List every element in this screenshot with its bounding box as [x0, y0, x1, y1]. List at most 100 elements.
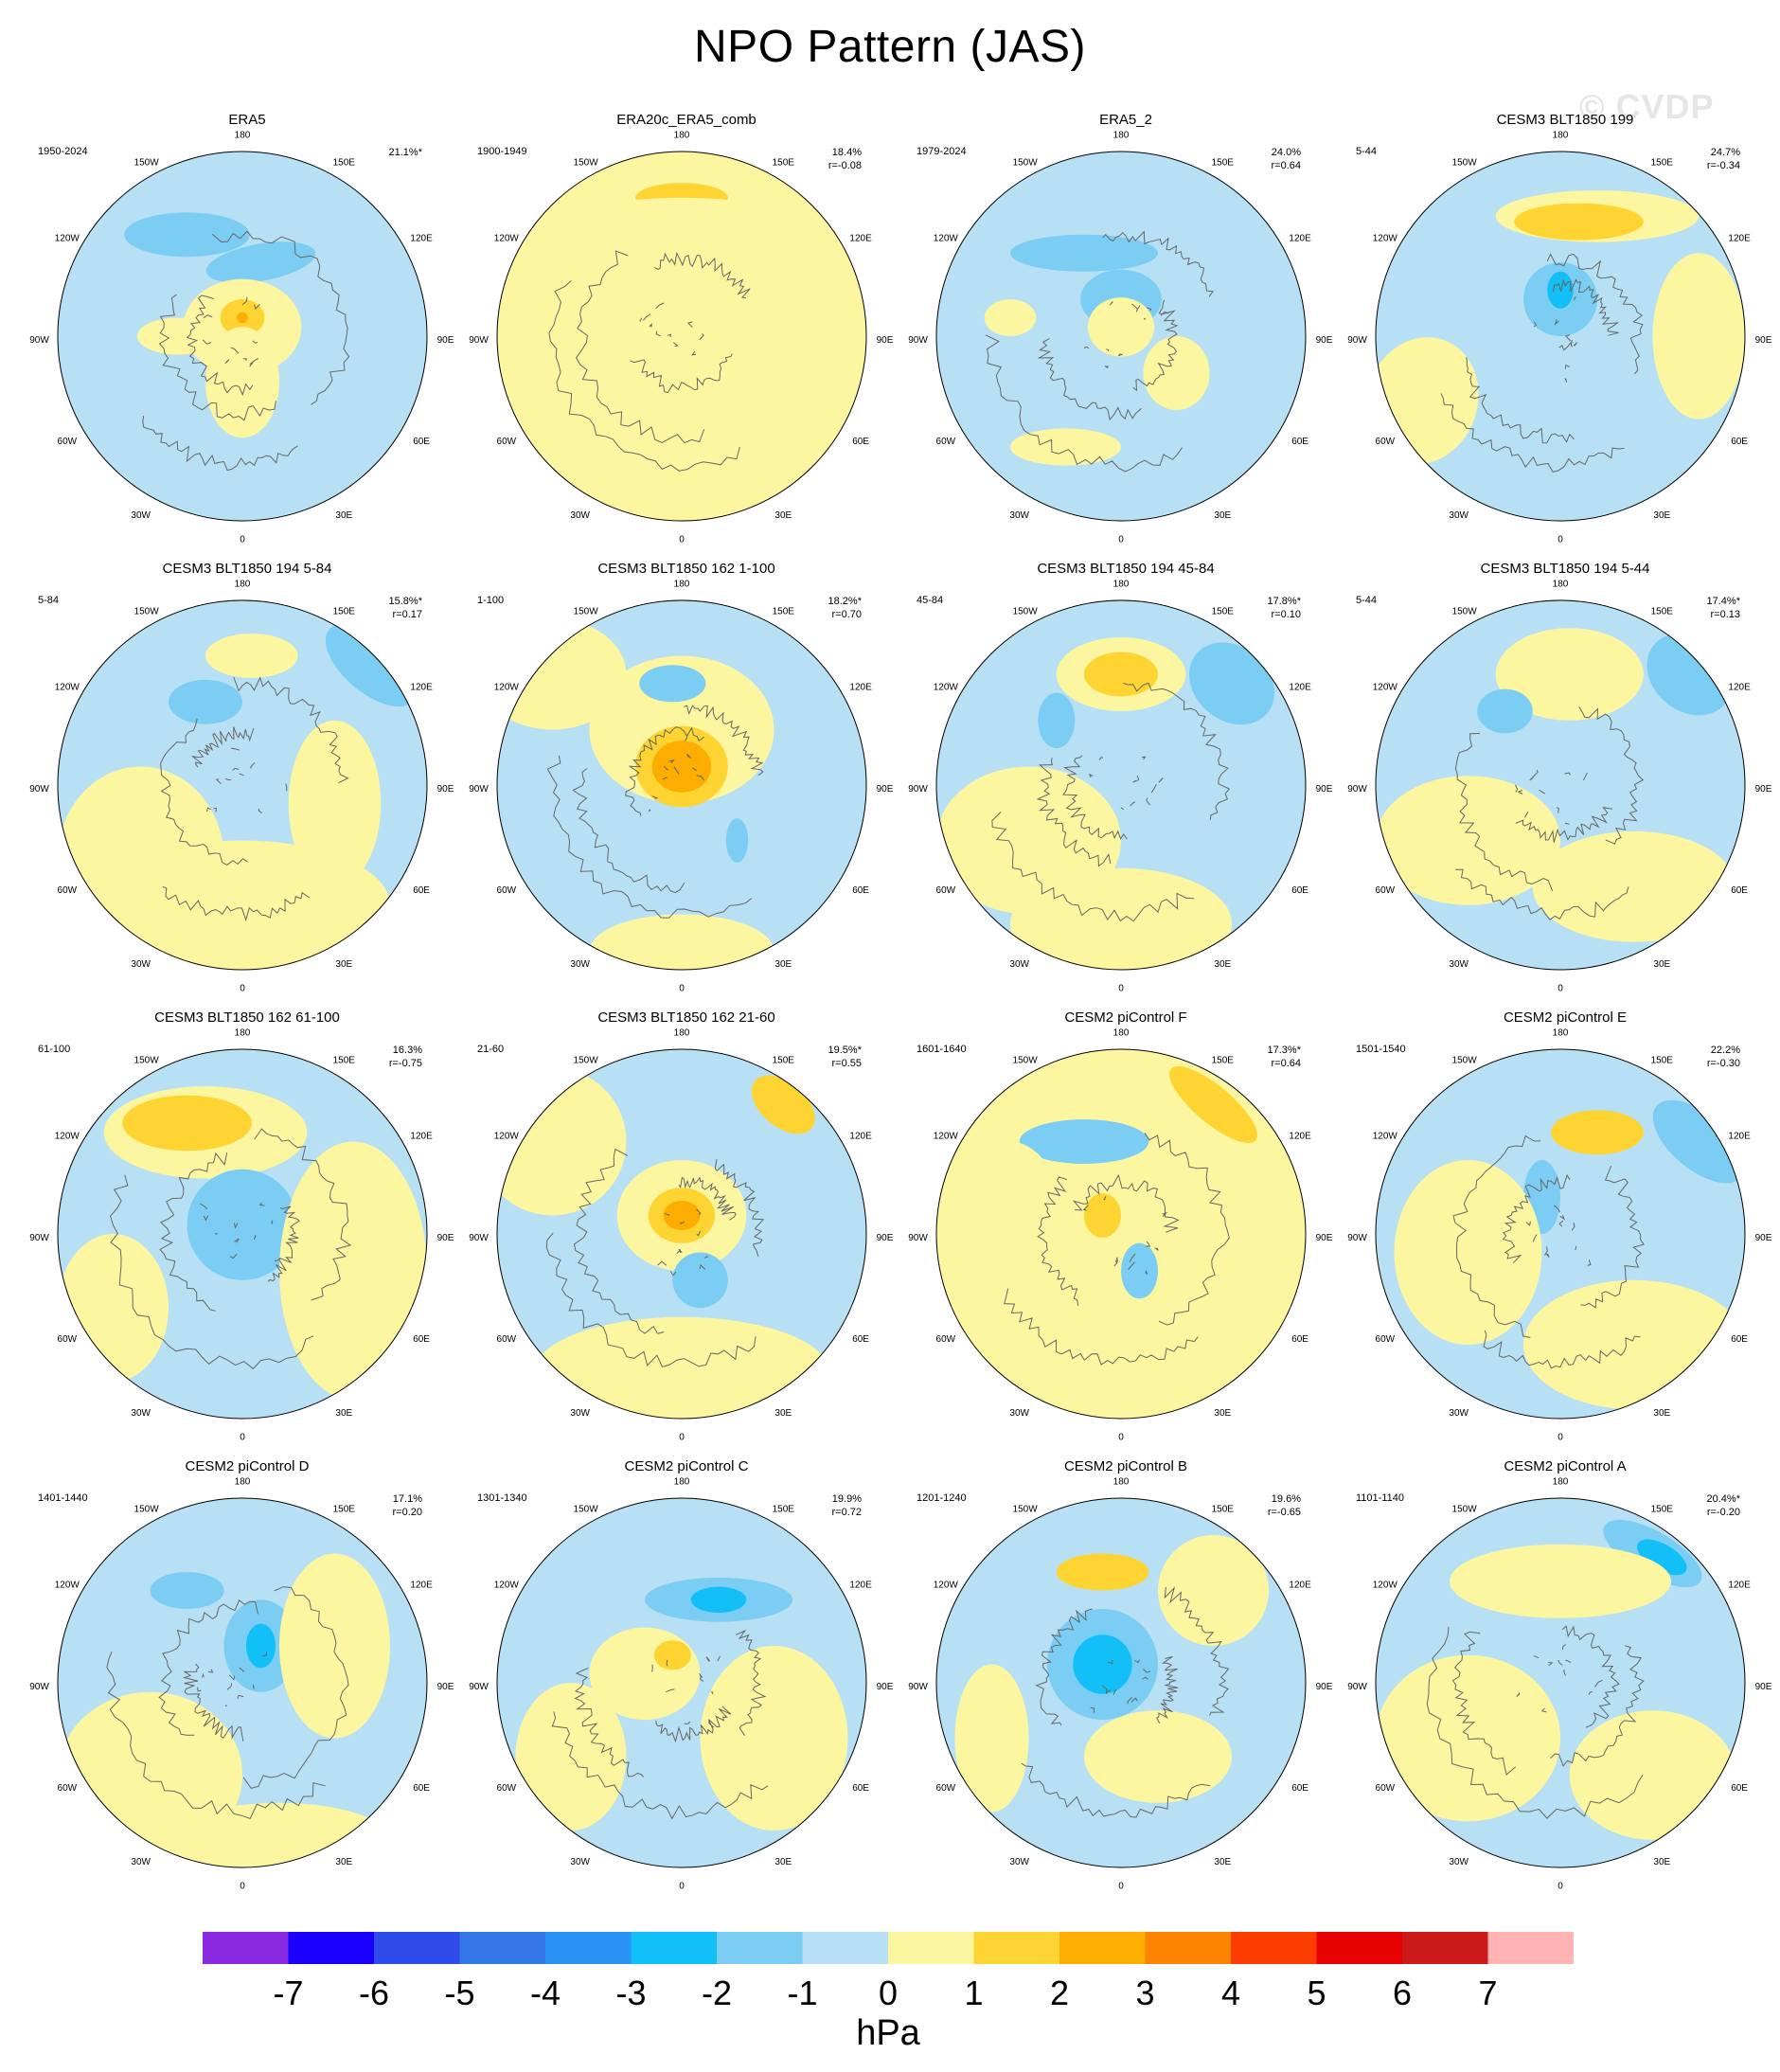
coastlines: [991, 682, 1231, 922]
longitude-label: 0: [240, 1433, 245, 1443]
longitude-label: 60W: [58, 1334, 78, 1345]
longitude-label: 120W: [934, 234, 959, 244]
longitude-label: 120W: [934, 1581, 959, 1591]
longitude-label: 120W: [1373, 234, 1398, 244]
longitude-label: 30E: [335, 1408, 352, 1419]
panel-years: 1979-2024: [917, 146, 967, 157]
panel-years: 21-60: [477, 1044, 505, 1055]
longitude-label: 0: [1558, 1882, 1563, 1892]
coastlines: [110, 1128, 352, 1369]
anomaly-contour: [124, 212, 250, 258]
panel-title: CESM2 piControl A: [1504, 1458, 1627, 1474]
longitude-label: 90W: [908, 1682, 928, 1692]
longitude-label: 90W: [1347, 1233, 1367, 1243]
panel-correlation: r=-0.08: [828, 160, 862, 171]
map-boundary: [935, 1048, 1307, 1420]
longitude-label: 30E: [774, 510, 792, 521]
longitude-label: 60W: [1376, 1334, 1396, 1345]
longitude-label: 120E: [1289, 1581, 1311, 1591]
longitude-label: 30W: [131, 1408, 151, 1419]
coastlines: [1004, 1133, 1230, 1366]
longitude-label: 30W: [570, 1408, 590, 1419]
anomaly-contour: [325, 623, 418, 707]
longitude-label: 60W: [936, 885, 956, 896]
longitude-label: 30E: [774, 959, 792, 970]
colorbar-tick-label: 1: [964, 1974, 984, 2012]
anomaly-contour: [725, 818, 749, 863]
longitude-label: 150E: [1212, 1056, 1235, 1066]
longitude-label: 120W: [55, 683, 80, 693]
longitude-label: 90E: [1316, 335, 1333, 346]
panel-title: ERA5: [228, 112, 266, 128]
map-boundary: [1375, 599, 1746, 971]
colorbar-tick-label: -3: [615, 1974, 647, 2012]
panel-title: CESM2 piControl E: [1503, 1009, 1628, 1026]
colorbar-swatch: [1145, 1932, 1232, 1964]
map-panel: CESM3 BLT1850 194 5-84 5-84 15.8%* r=0.17 18…: [27, 561, 468, 1006]
panel-years: 1900-1949: [477, 146, 527, 157]
colorbar-swatch: [459, 1932, 546, 1964]
map-boundary: [1375, 1048, 1746, 1420]
anomaly-field: [1376, 1049, 1745, 1419]
colorbar-swatch: [1316, 1932, 1403, 1964]
panel-correlation: r=0.13: [1710, 609, 1741, 620]
polar-map: 180 0 150W 120W 90W 60W 30W 150E 120E 90E 60E 30E: [908, 1027, 1333, 1443]
polar-map: 180 0 150W 120W 90W 60W 30W 150E 120E 90E 60E 30E: [1347, 1027, 1772, 1442]
map-panel: CESM2 piControl D 1401-1440 17.1% r=0.20 180…: [27, 1458, 468, 1903]
longitude-label: 150W: [1013, 158, 1039, 169]
panel-correlation: r=0.70: [831, 609, 863, 620]
anomaly-contour: [1376, 776, 1560, 905]
longitude-label: 60W: [58, 437, 78, 447]
panel-stats: 22.2% r=-0.30: [1707, 1044, 1740, 1070]
longitude-label: 60E: [852, 1783, 869, 1794]
longitude-label: 30W: [1449, 1857, 1468, 1867]
longitude-label: 60E: [1731, 1783, 1748, 1794]
anomaly-contour: [1637, 1539, 1687, 1576]
longitude-label: 90E: [1316, 1682, 1333, 1692]
anomaly-contour: [150, 1572, 224, 1609]
panel-correlation: r=0.72: [831, 1507, 863, 1518]
panel-years: 5-84: [38, 595, 60, 606]
panel-years: 5-44: [1356, 146, 1378, 157]
polar-map: 180 0 150W 120W 90W 60W 30W 150E 120E 90E 60E 30E: [908, 1476, 1333, 1891]
longitude-label: 60E: [413, 1783, 430, 1794]
longitude-label: 60E: [852, 1334, 869, 1345]
longitude-label: 0: [1118, 1433, 1124, 1443]
longitude-label: 60E: [1291, 1783, 1308, 1794]
panel-stats: 20.4%* r=-0.20: [1707, 1492, 1740, 1519]
anomaly-field: [58, 600, 427, 970]
colorbar-tick-label: 4: [1220, 1974, 1241, 2012]
longitude-label: 150W: [1452, 1505, 1478, 1515]
map-boundary: [935, 151, 1307, 522]
longitude-label: 120E: [849, 234, 872, 244]
longitude-label: 30E: [1214, 1408, 1231, 1419]
panel-correlation: r=0.17: [392, 609, 423, 620]
longitude-label: 150E: [773, 607, 795, 617]
longitude-label: 0: [679, 1882, 685, 1892]
page-title: NPO Pattern (JAS): [694, 22, 1086, 72]
panel-title: CESM2 piControl C: [624, 1458, 749, 1474]
anomaly-field: [497, 1498, 866, 1867]
polar-map: 180 0 150W 120W 90W 60W 30W 150E 120E 90E 60E 30E: [29, 130, 454, 545]
colorbar-tick-label: 6: [1392, 1974, 1413, 2012]
panel-variance: 19.5%*: [828, 1045, 862, 1056]
longitude-label: 30W: [131, 1857, 151, 1867]
map-boundary: [496, 1497, 867, 1868]
colorbar-swatch: [631, 1932, 718, 1964]
panel-stats: 17.3%* r=0.64: [1268, 1044, 1301, 1070]
coastlines: [551, 1629, 769, 1820]
longitude-label: 30W: [570, 510, 590, 521]
longitude-label: 0: [1118, 535, 1124, 545]
coastlines: [160, 676, 349, 922]
colorbar-swatch: [888, 1932, 974, 1964]
anomaly-contour: [651, 741, 712, 793]
longitude-label: 60E: [852, 437, 869, 447]
longitude-label: 30W: [1009, 1408, 1029, 1419]
panel-years: 61-100: [38, 1044, 71, 1055]
map-panel: CESM3 BLT1850 194 45-84 45-84 17.8%* r=0.10…: [905, 561, 1346, 1006]
longitude-label: 0: [1118, 984, 1124, 994]
map-boundary: [57, 151, 428, 522]
longitude-label: 0: [1558, 535, 1563, 545]
polar-map: 180 0 150W 120W 90W 60W 30W 150E 120E 90E 60E 30E: [908, 579, 1333, 994]
